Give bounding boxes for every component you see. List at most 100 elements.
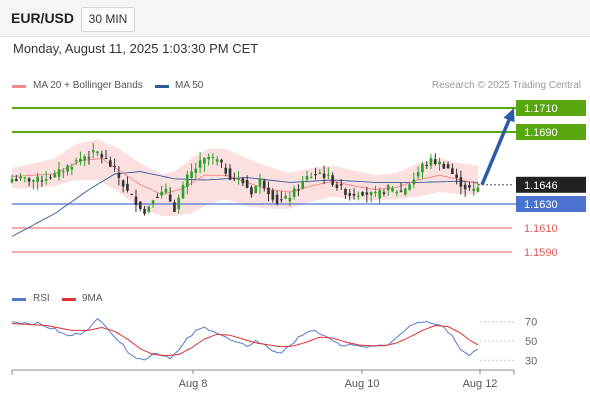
- candle-body: [49, 177, 52, 179]
- pivot-tag: [516, 196, 586, 212]
- candle-body: [66, 165, 69, 172]
- candle: [113, 158, 116, 172]
- candle: [109, 156, 112, 168]
- candle: [211, 153, 215, 165]
- candle-body: [284, 195, 287, 199]
- ma9-legend-swatch: [62, 298, 76, 301]
- candle: [421, 161, 424, 179]
- candle: [104, 149, 108, 160]
- resistance-tag: [516, 100, 586, 116]
- candle-body: [100, 154, 104, 158]
- candle-body: [245, 180, 249, 188]
- rsi-panel: 70 50 30: [11, 317, 537, 367]
- candle: [365, 186, 369, 203]
- candle-body: [425, 164, 429, 166]
- candle-body: [429, 158, 433, 166]
- forecast-arrow: [480, 108, 515, 186]
- candle: [472, 182, 476, 196]
- candle-body: [160, 191, 163, 196]
- candle-body: [271, 190, 275, 200]
- candle-body: [468, 184, 471, 188]
- candle: [309, 172, 313, 179]
- ma50-legend-swatch: [155, 85, 169, 88]
- candle: [271, 188, 275, 203]
- resistance-label: 1.1710: [524, 103, 558, 115]
- candle: [374, 185, 377, 198]
- rsi-tick-label: 50: [525, 336, 537, 348]
- candle-body: [190, 171, 193, 178]
- pivot-label: 1.1630: [524, 199, 558, 211]
- candle: [44, 170, 48, 185]
- support-label: 1.1590: [524, 247, 558, 259]
- candle-body: [352, 193, 356, 196]
- candle: [318, 169, 322, 175]
- candle-body: [177, 197, 181, 210]
- candle: [49, 174, 52, 180]
- candle-body: [83, 156, 86, 161]
- candle: [96, 151, 99, 156]
- ma9-legend-label: 9MA: [82, 293, 103, 304]
- candle-body: [262, 180, 266, 189]
- candle: [262, 178, 266, 192]
- candle: [117, 165, 121, 186]
- candle-body: [181, 185, 185, 199]
- x-tick-label: Aug 12: [463, 378, 498, 390]
- candle: [168, 187, 172, 203]
- candle-body: [156, 196, 159, 199]
- candle-body: [104, 157, 108, 160]
- forecast-arrow-shaft: [480, 115, 513, 186]
- candle: [151, 199, 155, 208]
- candle: [57, 161, 61, 181]
- candle-body: [446, 164, 450, 169]
- candle: [327, 167, 330, 180]
- candle: [382, 189, 386, 197]
- candle: [156, 193, 159, 199]
- candle: [70, 163, 74, 176]
- candle: [442, 161, 446, 169]
- candle: [14, 174, 18, 182]
- candle-body: [237, 178, 240, 180]
- candle-body: [224, 167, 228, 174]
- candle-body: [130, 193, 134, 195]
- candle: [463, 181, 467, 197]
- candle: [224, 163, 228, 177]
- candle-body: [198, 160, 202, 168]
- candle-body: [57, 169, 61, 177]
- level-labels: 1.1710 1.1690 1.1646 1.1630 1.1610 1.1590: [516, 100, 586, 259]
- candle: [395, 189, 399, 197]
- candle-body: [147, 206, 151, 212]
- candle: [87, 150, 91, 165]
- candle-body: [356, 195, 360, 197]
- candle: [177, 194, 181, 214]
- candle: [292, 185, 296, 200]
- candle: [220, 158, 223, 169]
- candle-body: [258, 178, 262, 187]
- candle-body: [301, 180, 305, 189]
- candle-body: [335, 184, 339, 188]
- ma20-legend-label: MA 20 + Bollinger Bands: [33, 80, 143, 91]
- candle: [322, 165, 326, 185]
- candle: [173, 199, 176, 213]
- candle-body: [399, 190, 403, 192]
- candle-body: [412, 179, 416, 185]
- candle: [275, 190, 279, 206]
- rsi-legend-swatch: [12, 298, 26, 301]
- candle-body: [194, 168, 198, 173]
- candle: [267, 181, 270, 202]
- candle: [160, 185, 163, 199]
- resistance-tag: [516, 124, 586, 140]
- resistance-label: 1.1690: [524, 127, 558, 139]
- timeframe-button[interactable]: 30 MIN: [81, 7, 135, 32]
- ma20-legend-swatch: [12, 85, 26, 88]
- candle: [74, 157, 78, 166]
- candle: [305, 170, 309, 183]
- candle: [245, 175, 249, 189]
- support-label: 1.1610: [524, 223, 558, 235]
- candle: [369, 191, 373, 203]
- candle-body: [96, 151, 99, 154]
- candle-body: [207, 156, 210, 160]
- candle-body: [309, 177, 313, 179]
- candle: [147, 205, 151, 214]
- candle-body: [374, 192, 377, 194]
